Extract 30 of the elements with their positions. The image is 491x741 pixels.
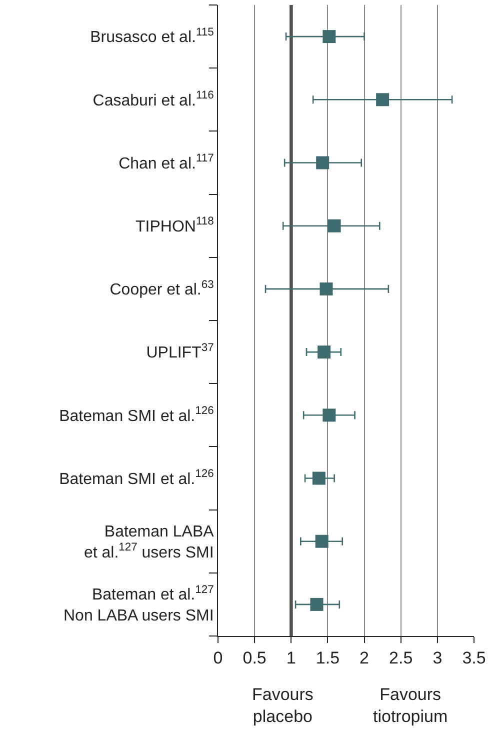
x-tick-label: 3.5 <box>462 648 486 668</box>
y-tick-label: Casaburi et al.$^{116}$ <box>92 90 214 110</box>
y-tick-label: Bateman SMI et al.$^{126}$ <box>59 405 214 425</box>
y-tick-label: TIPHON$^{118}$ <box>136 216 214 236</box>
point <box>318 346 331 359</box>
text: Favours placebo <box>252 685 314 726</box>
x-tick-label: 0 <box>213 648 223 668</box>
y-tick-label: Cooper et al.$^{63}$ <box>110 278 214 299</box>
point <box>320 282 333 296</box>
point <box>310 598 324 611</box>
point <box>322 408 336 422</box>
x-tick-label: 3 <box>432 648 442 668</box>
x-tick-label: 0.5 <box>242 648 266 668</box>
point <box>376 93 390 106</box>
y-tick-label: UPLIFT$^{37}$ <box>146 342 214 362</box>
x-tick-label: 1.5 <box>316 648 340 668</box>
point <box>328 219 341 232</box>
point <box>315 534 328 548</box>
y-tick-label: Bateman LABA et al.$^{127}$ users SMI <box>84 524 214 562</box>
point <box>322 30 336 44</box>
point <box>312 472 326 485</box>
y-tick-label: Brusasco et al.$^{115}$ <box>90 26 214 46</box>
y-tick-label: Bateman et al.$^{127}$ Non LABA users SMI <box>64 584 214 624</box>
point <box>316 156 330 170</box>
x-tick-label: 2.5 <box>389 648 413 668</box>
y-tick-label: Bateman SMI et al.$^{126}$ <box>59 468 214 488</box>
text: Favours tiotropium <box>373 685 448 726</box>
y-tick-label: Chan et al.$^{117}$ <box>118 152 214 172</box>
x-tick-label: 1 <box>286 648 296 668</box>
x-tick-label: 2 <box>360 648 370 668</box>
